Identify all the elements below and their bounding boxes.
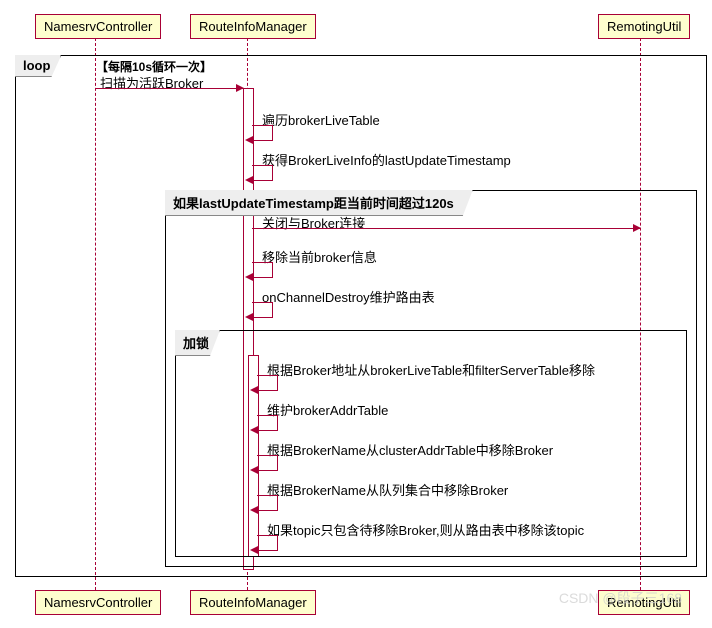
- selfcall-onchannel: [252, 302, 273, 318]
- msg-remove-live-filter: 根据Broker地址从brokerLiveTable和filterServerT…: [267, 360, 595, 379]
- msg-remove-queue: 根据BrokerName从队列集合中移除Broker: [267, 480, 508, 499]
- msg-onchannel: onChannelDestroy维护路由表: [262, 287, 435, 306]
- participant-p2-bottom: RouteInfoManager: [190, 590, 316, 615]
- frame-loop-label: loop: [15, 55, 61, 77]
- frame-opt-lock-label: 加锁: [175, 330, 220, 356]
- arrow-close-conn: [252, 228, 640, 229]
- selfcall-remove-broker: [252, 262, 273, 278]
- selfcall-remove-live-filter: [257, 375, 278, 391]
- selfcall-remove-topic: [257, 535, 278, 551]
- msg-remove-broker: 移除当前broker信息: [262, 247, 377, 266]
- msg-remove-cluster: 根据BrokerName从clusterAddrTable中移除Broker: [267, 440, 553, 459]
- participant-p3-top: RemotingUtil: [598, 14, 690, 39]
- msg-remove-topic: 如果topic只包含待移除Broker,则从路由表中移除该topic: [267, 520, 584, 539]
- msg-get-timestamp: 获得BrokerLiveInfo的lastUpdateTimestamp: [262, 150, 511, 169]
- msg-close-conn: 关闭与Broker连接: [262, 213, 365, 232]
- msg-scan-broker: 扫描为活跃Broker: [100, 73, 203, 92]
- participant-p1-bottom: NamesrvController: [35, 590, 161, 615]
- msg-iterate-table: 遍历brokerLiveTable: [262, 110, 380, 129]
- selfcall-get-timestamp: [252, 165, 273, 181]
- watermark: CSDN @段子三168: [559, 588, 682, 608]
- selfcall-maintain-addr: [257, 415, 278, 431]
- selfcall-iterate-table: [252, 125, 273, 141]
- arrow-scan-broker: [95, 88, 243, 89]
- participant-p2-top: RouteInfoManager: [190, 14, 316, 39]
- selfcall-remove-queue: [257, 495, 278, 511]
- msg-maintain-addr: 维护brokerAddrTable: [267, 400, 388, 419]
- participant-p1-top: NamesrvController: [35, 14, 161, 39]
- selfcall-remove-cluster: [257, 455, 278, 471]
